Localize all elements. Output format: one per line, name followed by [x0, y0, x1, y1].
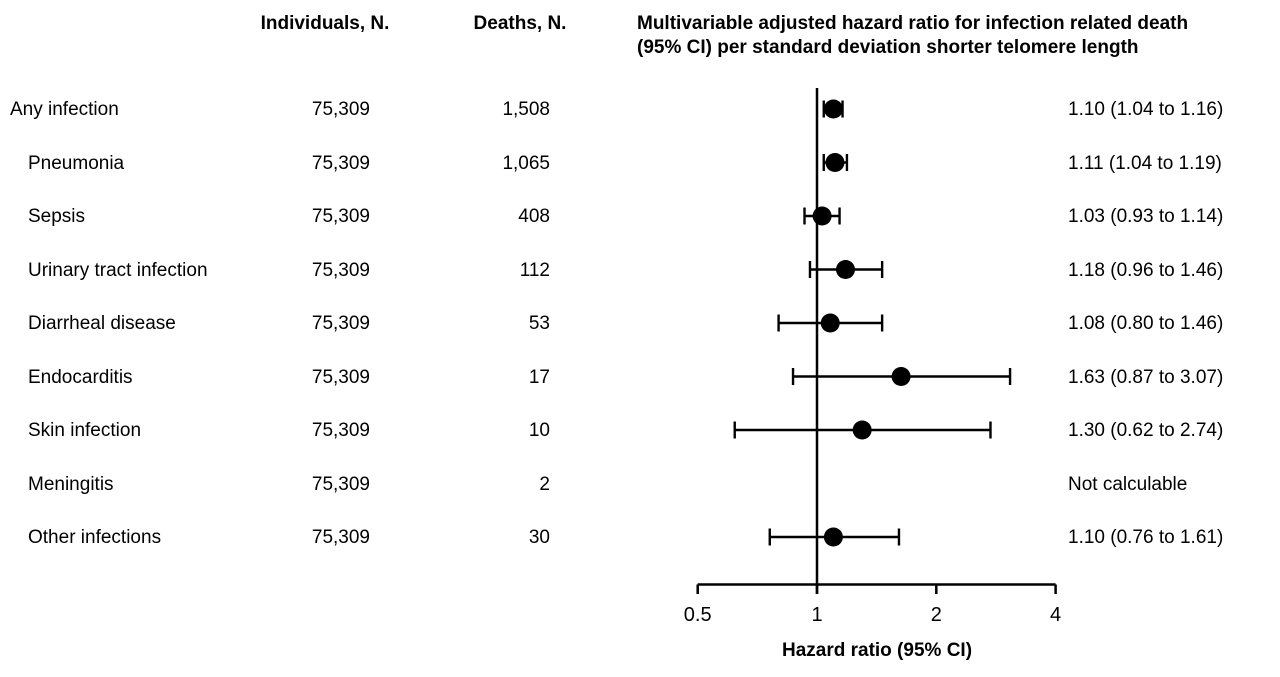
hr-marker: [823, 99, 843, 119]
individuals-value: 75,309: [311, 206, 370, 227]
row-label: Meningitis: [28, 474, 114, 495]
deaths-value: 112: [519, 260, 550, 281]
deaths-value: 10: [528, 420, 550, 441]
deaths-value: 1,508: [502, 99, 550, 120]
x-axis-tick-label: 1: [811, 604, 822, 626]
deaths-value: 17: [528, 367, 550, 388]
chart-title-line-2: (95% CI) per standard deviation shorter …: [637, 37, 1139, 58]
table-row-skin-infection: Skin infection 75,309 10 1.30 (0.62 to 2…: [0, 418, 1280, 444]
row-label: Sepsis: [28, 206, 86, 227]
column-header-individuals: Individuals, N.: [260, 13, 390, 34]
table-row-endocarditis: Endocarditis 75,309 17 1.63 (0.87 to 3.0…: [0, 365, 1280, 391]
individuals-value: 75,309: [311, 420, 370, 441]
x-axis-tick-label: 4: [1050, 604, 1061, 626]
row-label: Any infection: [10, 99, 119, 120]
row-label: Skin infection: [28, 420, 142, 441]
hr-ci-text: 1.10 (0.76 to 1.61): [1068, 527, 1224, 548]
x-axis-title: Hazard ratio (95% CI): [781, 640, 973, 661]
deaths-value: 2: [539, 474, 550, 495]
hr-marker: [852, 420, 872, 440]
hr-ci-text: Not calculable: [1068, 474, 1188, 495]
table-row-other-infections: Other infections 75,309 30 1.10 (0.76 to…: [0, 525, 1280, 551]
hr-marker: [835, 260, 855, 279]
table-row-urinary-tract-infection: Urinary tract infection 75,309 112 1.18 …: [0, 258, 1280, 284]
chart-title: Multivariable adjusted hazard ratio for …: [637, 12, 1277, 60]
deaths-value: 53: [528, 313, 550, 334]
individuals-value: 75,309: [311, 313, 370, 334]
hr-ci-text: 1.18 (0.96 to 1.46): [1068, 260, 1224, 281]
row-label: Pneumonia: [28, 153, 125, 174]
deaths-value: 1,065: [502, 153, 550, 174]
individuals-value: 75,309: [311, 99, 370, 120]
row-label: Urinary tract infection: [28, 260, 208, 281]
hr-ci-text: 1.08 (0.80 to 1.46): [1068, 313, 1224, 334]
hr-ci-text: 1.30 (0.62 to 2.74): [1068, 420, 1224, 441]
individuals-value: 75,309: [311, 367, 370, 388]
individuals-value: 75,309: [311, 527, 370, 548]
x-axis-tick-label: 0.5: [684, 604, 712, 626]
hr-marker: [823, 527, 843, 547]
individuals-value: 75,309: [311, 153, 370, 174]
table-row-diarrheal-disease: Diarrheal disease 75,309 53 1.08 (0.80 t…: [0, 311, 1280, 337]
individuals-value: 75,309: [311, 260, 370, 281]
table-row-sepsis: Sepsis 75,309 408 1.03 (0.93 to 1.14): [0, 204, 1280, 230]
deaths-value: 408: [518, 206, 550, 227]
individuals-value: 75,309: [311, 474, 370, 495]
row-label: Other infections: [28, 527, 162, 548]
chart-title-line-1: Multivariable adjusted hazard ratio for …: [637, 13, 1189, 34]
column-header-deaths: Deaths, N.: [473, 13, 567, 34]
x-axis-tick-label: 2: [931, 604, 942, 626]
hr-marker: [825, 153, 845, 172]
table-row-meningitis: Meningitis 75,309 2 Not calculable: [0, 472, 1280, 498]
hr-ci-text: 1.11 (1.04 to 1.19): [1068, 153, 1222, 174]
table-row-any-infection: Any infection 75,309 1,508 1.10 (1.04 to…: [0, 97, 1280, 123]
deaths-value: 30: [528, 527, 550, 548]
row-label: Diarrheal disease: [28, 313, 176, 334]
hr-marker: [891, 367, 911, 386]
row-label: Endocarditis: [28, 367, 133, 388]
table-row-pneumonia: Pneumonia 75,309 1,065 1.11 (1.04 to 1.1…: [0, 151, 1280, 177]
hr-ci-text: 1.03 (0.93 to 1.14): [1068, 206, 1224, 227]
hr-ci-text: 1.10 (1.04 to 1.16): [1068, 99, 1224, 120]
hr-ci-text: 1.63 (0.87 to 3.07): [1068, 367, 1224, 388]
hr-marker: [820, 313, 840, 333]
hr-marker: [812, 206, 832, 226]
